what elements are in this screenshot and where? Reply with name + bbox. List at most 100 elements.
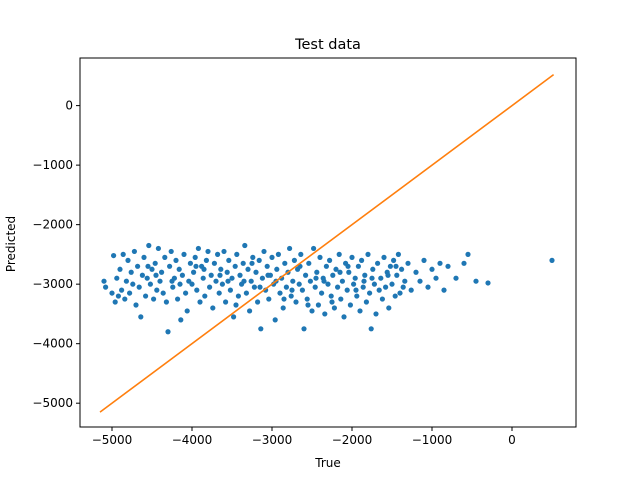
scatter-point <box>379 296 385 302</box>
scatter-point <box>250 254 256 260</box>
scatter-point <box>119 287 125 293</box>
scatter-point <box>395 251 401 257</box>
scatter-point <box>453 275 459 281</box>
scatter-point <box>149 266 155 272</box>
scatter-point <box>391 257 397 263</box>
scatter-point <box>313 275 319 281</box>
scatter-point <box>146 242 152 249</box>
scatter-point <box>179 272 185 278</box>
scatter-point <box>378 275 384 281</box>
scatter-point <box>153 272 159 278</box>
scatter-point <box>266 296 272 302</box>
scatter-point <box>143 293 149 299</box>
scatter-point <box>323 263 329 269</box>
scatter-point <box>288 293 294 299</box>
scatter-point <box>301 326 307 332</box>
scatter-point <box>194 287 200 293</box>
scatter-point <box>311 245 317 252</box>
scatter-point <box>330 272 336 278</box>
scatter-point <box>243 290 249 296</box>
scatter-point <box>413 269 419 275</box>
scatter-point <box>317 254 323 260</box>
scatter-point <box>139 272 145 278</box>
scatter-point <box>178 317 184 323</box>
scatter-point <box>362 272 368 278</box>
scatter-point <box>223 299 229 305</box>
scatter-point <box>392 293 398 299</box>
scatter-point <box>309 308 315 314</box>
scatter-point <box>306 260 312 266</box>
scatter-point <box>319 290 325 296</box>
scatter-point <box>325 281 331 287</box>
scatter-point <box>281 296 287 302</box>
scatter-point <box>211 260 217 266</box>
scatter-point <box>208 272 214 278</box>
scatter-point <box>202 293 208 299</box>
scatter-point <box>251 284 257 290</box>
scatter-point <box>165 329 171 335</box>
scatter-point <box>173 257 179 263</box>
scatter-point <box>429 266 435 272</box>
scatter-point <box>399 266 405 272</box>
scatter-point <box>381 254 387 260</box>
scatter-point <box>245 266 251 272</box>
scatter-point <box>360 284 366 290</box>
scatter-point <box>144 275 150 281</box>
scatter-point <box>368 326 374 332</box>
scatter-point <box>247 308 253 314</box>
scatter-point <box>353 287 359 293</box>
scatter-point <box>385 272 391 278</box>
identity-line <box>99 74 555 413</box>
scatter-point <box>261 248 267 255</box>
y-tick-label: −2000 <box>32 218 73 232</box>
scatter-point <box>375 260 381 266</box>
x-axis-title: True <box>314 456 341 470</box>
scatter-point <box>114 275 120 281</box>
scatter-point <box>338 296 344 302</box>
x-axis-ticks: −5000 −4000 −3000 −2000 −1000 0 <box>92 427 516 447</box>
scatter-point <box>183 290 189 296</box>
scatter-point <box>369 275 375 281</box>
scatter-point <box>304 296 310 302</box>
scatter-point <box>128 269 134 275</box>
scatter-point <box>101 278 107 284</box>
scatter-point <box>221 248 227 255</box>
scatter-point <box>376 287 382 293</box>
scatter-point <box>109 290 115 296</box>
scatter-point <box>227 287 233 293</box>
scatter-point <box>115 293 121 299</box>
scatter-point <box>336 251 342 257</box>
scatter-point <box>290 278 296 284</box>
scatter-point <box>272 317 278 323</box>
y-tick-label: −4000 <box>32 337 73 351</box>
scatter-point <box>151 296 157 302</box>
scatter-point <box>225 278 231 284</box>
scatter-point <box>333 266 339 272</box>
scatter-point <box>296 281 302 287</box>
plot-frame <box>79 57 577 428</box>
scatter-point <box>224 269 230 275</box>
scatter-point <box>138 314 144 320</box>
scatter-point <box>197 299 203 305</box>
scatter-point <box>237 272 243 278</box>
scatter-point <box>133 302 139 308</box>
scatter-point <box>365 251 371 257</box>
scatter-point <box>351 281 357 287</box>
scatter-point <box>337 269 343 275</box>
scatter-point <box>371 281 377 287</box>
scatter-point <box>163 299 169 305</box>
scatter-point <box>120 251 126 257</box>
scatter-point <box>269 254 275 260</box>
scatter-point <box>394 272 400 278</box>
scatter-point <box>233 302 239 308</box>
scatter-point <box>299 287 305 293</box>
scatter-point <box>103 284 109 290</box>
scatter-point <box>331 305 337 311</box>
scatter-point <box>117 266 123 272</box>
scatter-point <box>189 281 195 287</box>
scatter-point <box>329 299 335 305</box>
x-tick-label: −2000 <box>332 433 373 447</box>
scatter-point <box>397 290 403 296</box>
scatter-point <box>162 254 168 260</box>
scatter-point <box>154 287 160 293</box>
